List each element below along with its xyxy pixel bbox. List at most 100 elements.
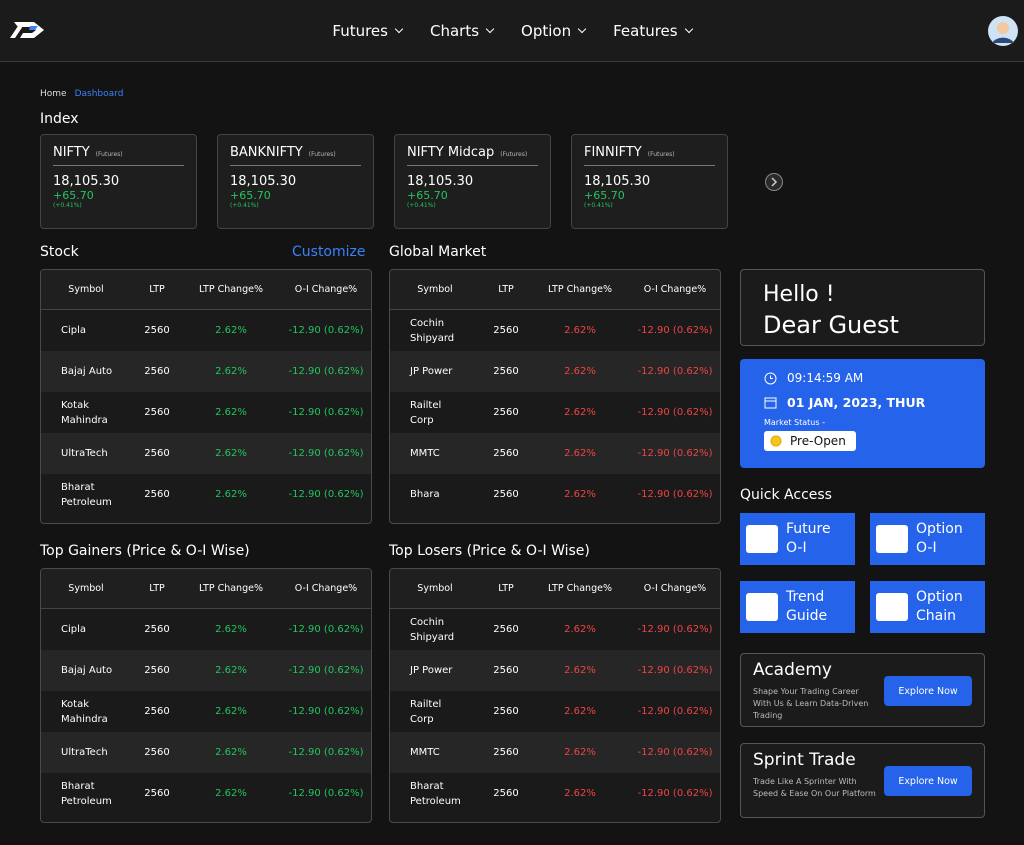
table-header: Symbol LTP LTP Change% O-I Change% <box>390 569 720 609</box>
explore-button[interactable]: Explore Now <box>884 676 972 706</box>
table-row: UltraTech 2560 2.62% -12.90 (0.62%) <box>41 433 371 474</box>
table-row: Kotak Mahindra 2560 2.62% -12.90 (0.62%) <box>41 392 371 433</box>
nav-menu: Futures Charts Option Features <box>0 0 1024 62</box>
index-card: BANKNIFTY (Futures) 18,105.30 +65.70 (+0.41%… <box>217 134 374 229</box>
table-cell: 2.62% <box>564 325 596 336</box>
card-pct: (+0.41%) <box>407 202 436 209</box>
status-dot <box>770 435 782 447</box>
table-cell: -12.90 (0.62%) <box>637 325 713 336</box>
table-cell: -12.90 (0.62%) <box>288 624 364 635</box>
quick-access-icon <box>876 593 908 621</box>
table-cell: 2560 <box>144 624 170 635</box>
time-row: 09:14:59 AM <box>764 371 961 385</box>
header-cell: LTP Change% <box>548 583 612 594</box>
nav-item[interactable]: Charts <box>430 22 493 40</box>
table-cell: -12.90 (0.62%) <box>288 407 364 418</box>
table-cell: Bharat Petroleum <box>61 481 112 508</box>
logo[interactable] <box>8 18 48 42</box>
quick-access-label: Future O-I <box>786 521 831 556</box>
table-cell: -12.90 (0.62%) <box>288 788 364 799</box>
table-cell: Bharat Petroleum <box>410 780 461 807</box>
header-cell: Symbol <box>417 284 453 295</box>
date: 01 JAN, 2023, THUR <box>787 395 926 410</box>
promo-title: Academy <box>753 660 832 680</box>
table-cell: -12.90 (0.62%) <box>288 366 364 377</box>
card-name: NIFTY Midcap <box>407 145 495 160</box>
section-title: Index <box>40 111 79 127</box>
header-cell: LTP <box>149 284 165 295</box>
table-row: Cipla 2560 2.62% -12.90 (0.62%) <box>41 609 371 650</box>
table-cell: Bhara <box>410 489 440 500</box>
nav-item[interactable]: Features <box>613 22 692 40</box>
table-cell: 2.62% <box>564 665 596 676</box>
next-arrow[interactable] <box>764 172 784 192</box>
card-header: NIFTY (Futures) <box>53 145 184 166</box>
section-title: Top Gainers (Price & O-I Wise) <box>40 543 250 559</box>
table-cell: 2560 <box>144 489 170 500</box>
table-row: JP Power 2560 2.62% -12.90 (0.62%) <box>390 650 720 691</box>
table-cell: 2.62% <box>564 788 596 799</box>
table-cell: Kotak Mahindra <box>61 698 108 725</box>
card-header: FINNIFTY (Futures) <box>584 145 715 166</box>
breadcrumb-item: Dashboard <box>74 89 124 99</box>
table-row: Bajaj Auto 2560 2.62% -12.90 (0.62%) <box>41 351 371 392</box>
quick-access-label: Trend Guide <box>786 589 828 624</box>
clock-icon <box>764 372 777 384</box>
table-row: Cochin Shipyard 2560 2.62% -12.90 (0.62%) <box>390 609 720 650</box>
table-cell: 2560 <box>144 366 170 377</box>
table-cell: Cochin Shipyard <box>410 317 455 344</box>
table-row: MMTC 2560 2.62% -12.90 (0.62%) <box>390 732 720 773</box>
table-cell: -12.90 (0.62%) <box>637 788 713 799</box>
nav-item[interactable]: Futures <box>332 22 402 40</box>
breadcrumb-item[interactable]: Home <box>40 89 67 99</box>
quick-access-icon <box>746 593 778 621</box>
table-row: Cochin Shipyard 2560 2.62% -12.90 (0.62%) <box>390 310 720 351</box>
explore-button[interactable]: Explore Now <box>884 766 972 796</box>
quick-access-button[interactable]: Option Chain <box>870 581 985 633</box>
card-tag: (Futures) <box>647 151 675 158</box>
card-change: +65.70 <box>230 189 271 202</box>
table-cell: 2560 <box>493 407 519 418</box>
section-title: Quick Access <box>740 487 832 503</box>
quick-access-icon <box>746 525 778 553</box>
header-cell: LTP <box>498 284 514 295</box>
quick-access-label: Option Chain <box>916 589 963 624</box>
quick-access-button[interactable]: Option O-I <box>870 513 985 565</box>
table-cell: 2560 <box>144 665 170 676</box>
quick-access-button[interactable]: Trend Guide <box>740 581 855 633</box>
calendar-icon <box>764 397 777 409</box>
data-table: Symbol LTP LTP Change% O-I Change% Cochin Sh… <box>389 269 721 524</box>
promo-title: Sprint Trade <box>753 750 856 770</box>
table-cell: -12.90 (0.62%) <box>637 448 713 459</box>
table-cell: -12.90 (0.62%) <box>637 366 713 377</box>
table-cell: 2560 <box>144 706 170 717</box>
table-cell: 2.62% <box>564 407 596 418</box>
market-status: 09:14:59 AM 01 JAN, 2023, THUR Market St… <box>740 359 985 468</box>
card-header: NIFTY Midcap (Futures) <box>407 145 538 166</box>
promo-card: Sprint Trade Trade Like A Sprinter With S… <box>740 743 985 818</box>
table-cell: Bajaj Auto <box>61 665 113 676</box>
card-name: FINNIFTY <box>584 145 642 160</box>
table-cell: 2560 <box>144 788 170 799</box>
table-row: UltraTech 2560 2.62% -12.90 (0.62%) <box>41 732 371 773</box>
status-badge: Pre-Open <box>764 431 856 451</box>
table-cell: Cochin Shipyard <box>410 616 455 643</box>
header-cell: LTP Change% <box>548 284 612 295</box>
avatar[interactable] <box>988 16 1018 46</box>
table-cell: -12.90 (0.62%) <box>637 747 713 758</box>
card-pct: (+0.41%) <box>53 202 82 209</box>
customize-link[interactable]: Customize <box>292 244 366 260</box>
table-cell: -12.90 (0.62%) <box>637 706 713 717</box>
table-cell: 2.62% <box>215 448 247 459</box>
table-row: Kotak Mahindra 2560 2.62% -12.90 (0.62%) <box>41 691 371 732</box>
quick-access-button[interactable]: Future O-I <box>740 513 855 565</box>
table-cell: 2.62% <box>215 489 247 500</box>
table-cell: 2.62% <box>215 747 247 758</box>
table-cell: 2560 <box>493 448 519 459</box>
table-cell: 2560 <box>144 448 170 459</box>
header-cell: Symbol <box>417 583 453 594</box>
table-cell: 2560 <box>144 747 170 758</box>
nav-item[interactable]: Option <box>521 22 585 40</box>
table-cell: 2.62% <box>215 624 247 635</box>
table-cell: 2560 <box>493 624 519 635</box>
